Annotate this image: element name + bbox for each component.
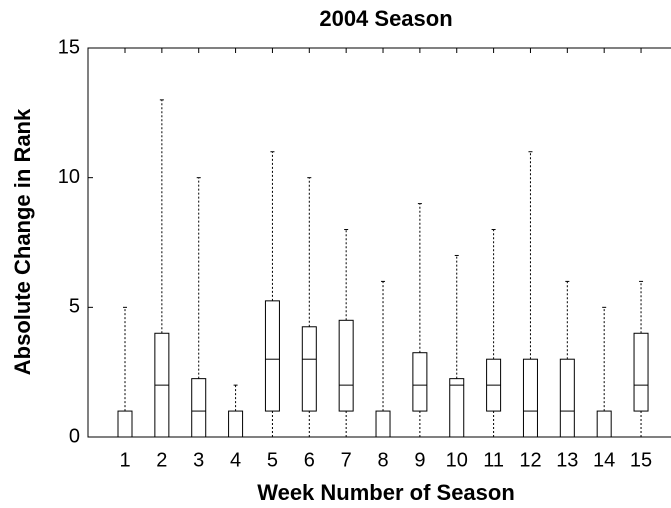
x-tick-label: 1	[119, 449, 130, 471]
x-tick-label: 9	[414, 449, 425, 471]
box	[449, 378, 465, 438]
box	[375, 410, 391, 438]
x-tick-label: 13	[556, 449, 578, 471]
x-axis-label: Week Number of Season	[257, 480, 515, 505]
x-tick-label: 7	[341, 449, 352, 471]
box	[338, 319, 354, 412]
box	[191, 378, 207, 438]
plot-frame	[87, 47, 671, 438]
box	[559, 358, 575, 438]
y-axis-label: Absolute Change in Rank	[10, 108, 35, 375]
x-tick-label: 14	[593, 449, 615, 471]
box	[301, 326, 317, 412]
y-tick-label: 5	[69, 296, 80, 318]
chart-title: 2004 Season	[319, 6, 452, 31]
x-tick-label: 10	[446, 449, 468, 471]
x-tick-label: 4	[230, 449, 241, 471]
box	[228, 410, 244, 438]
box	[596, 410, 612, 438]
box	[412, 352, 428, 412]
x-tick-label: 12	[519, 449, 541, 471]
x-tick-label: 2	[156, 449, 167, 471]
x-tick-label: 8	[377, 449, 388, 471]
box	[633, 332, 649, 412]
x-tick-label: 3	[193, 449, 204, 471]
x-tick-label: 15	[630, 449, 652, 471]
box	[117, 410, 133, 438]
y-tick-label: 10	[58, 166, 80, 188]
x-tick-label: 5	[267, 449, 278, 471]
box	[522, 358, 538, 438]
y-tick-label: 0	[69, 425, 80, 447]
y-tick-label: 15	[58, 36, 80, 58]
x-tick-label: 11	[483, 449, 504, 471]
box	[264, 300, 280, 412]
x-tick-label: 6	[304, 449, 315, 471]
